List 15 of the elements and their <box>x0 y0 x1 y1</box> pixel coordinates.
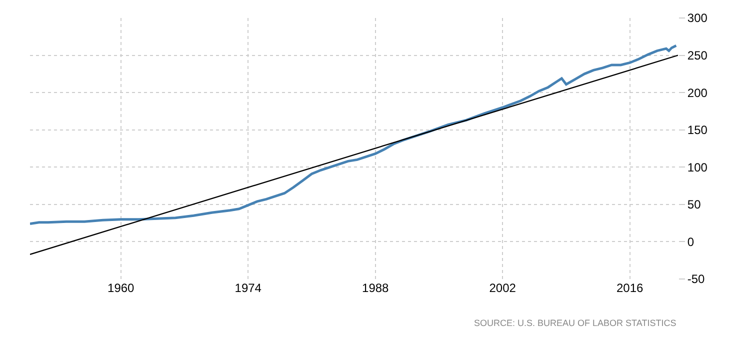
y-tick-label: 0 <box>687 234 694 249</box>
y-tick-label: -50 <box>687 272 706 286</box>
y-tick-label: 50 <box>687 198 702 212</box>
x-tick-label: 2016 <box>616 281 644 295</box>
y-tick-label: 300 <box>687 11 708 26</box>
y-tick-label: 250 <box>687 48 708 62</box>
source-note: SOURCE: U.S. BUREAU OF LABOR STATISTICS <box>474 318 676 328</box>
y-tick-label: 200 <box>687 86 708 100</box>
x-tick-label: 1974 <box>234 281 262 295</box>
y-tick-label: 100 <box>687 160 708 174</box>
line-series <box>30 44 678 226</box>
y-tick-label: 150 <box>687 123 708 138</box>
x-tick-label: 1960 <box>108 281 135 295</box>
x-tick-label: 1988 <box>362 281 390 295</box>
x-tick-label: 2002 <box>489 281 516 295</box>
